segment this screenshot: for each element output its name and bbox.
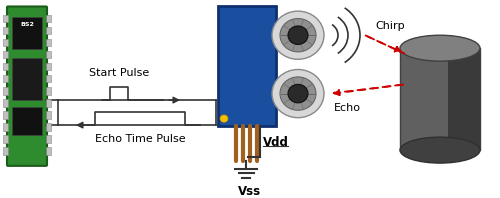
Bar: [3, 39, 8, 46]
Text: Echo Time Pulse: Echo Time Pulse: [94, 134, 186, 144]
Circle shape: [288, 84, 308, 103]
FancyBboxPatch shape: [7, 7, 47, 166]
Ellipse shape: [400, 137, 480, 163]
Bar: [46, 51, 51, 58]
Bar: [46, 27, 51, 34]
Circle shape: [288, 26, 308, 45]
Bar: [12, 58, 42, 100]
Bar: [46, 87, 51, 94]
Bar: [46, 63, 51, 70]
Bar: [3, 87, 8, 94]
Bar: [218, 6, 276, 126]
Text: BS2: BS2: [20, 22, 34, 27]
Bar: [46, 111, 51, 119]
Circle shape: [220, 115, 228, 122]
Text: Start Pulse: Start Pulse: [89, 68, 149, 78]
Bar: [3, 123, 8, 131]
Bar: [400, 48, 480, 150]
Bar: [3, 27, 8, 34]
Bar: [46, 39, 51, 46]
Bar: [3, 15, 8, 22]
Circle shape: [272, 69, 324, 118]
Bar: [46, 99, 51, 107]
Bar: [3, 111, 8, 119]
Text: Vss: Vss: [238, 185, 261, 198]
Bar: [46, 15, 51, 22]
Circle shape: [280, 19, 316, 52]
Bar: [46, 147, 51, 155]
Bar: [3, 75, 8, 82]
Bar: [46, 123, 51, 131]
Bar: [12, 17, 42, 49]
Text: Chirp: Chirp: [375, 21, 404, 31]
Bar: [3, 135, 8, 143]
Text: Vdd: Vdd: [263, 136, 289, 149]
Bar: [46, 135, 51, 143]
Bar: [3, 63, 8, 70]
Text: Echo: Echo: [334, 103, 361, 113]
Bar: [3, 99, 8, 107]
Bar: [12, 108, 42, 135]
Bar: [448, 48, 480, 150]
Bar: [3, 147, 8, 155]
Bar: [3, 51, 8, 58]
Bar: [46, 75, 51, 82]
Ellipse shape: [400, 35, 480, 61]
Circle shape: [272, 11, 324, 59]
Circle shape: [280, 77, 316, 110]
